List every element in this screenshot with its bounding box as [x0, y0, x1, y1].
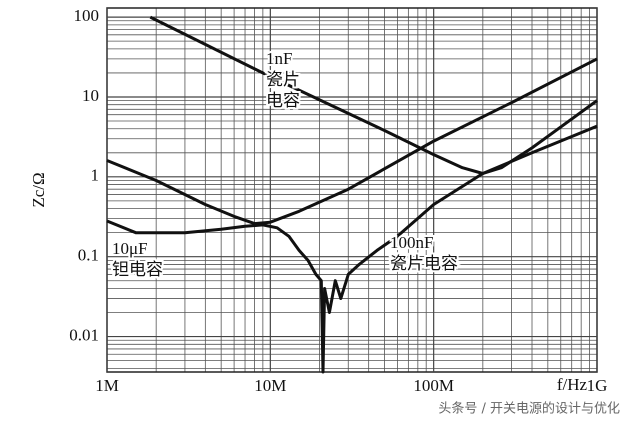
x-tick-label: 10M — [254, 376, 286, 395]
annotation: 1nF — [266, 49, 292, 68]
x-tick-label: 1M — [95, 376, 119, 395]
y-tick-label: 0.01 — [69, 325, 99, 344]
x-tick-label: 100M — [413, 376, 454, 395]
annotation: 瓷片电容 — [390, 254, 458, 273]
annotation: 瓷片 — [266, 70, 300, 89]
x-axis-label: f/Hz — [557, 375, 588, 394]
y-axis-label: Zc/Ω — [29, 172, 48, 207]
data-line — [106, 124, 598, 374]
watermark: 头条号 / 开关电源的设计与优化 — [438, 401, 620, 417]
annotation: 电容 — [266, 91, 300, 110]
y-tick-label: 100 — [74, 6, 100, 25]
plot-frame — [106, 7, 598, 373]
annotation: 100nF — [390, 233, 433, 252]
data-line — [149, 15, 598, 175]
annotation: 钽电容 — [112, 260, 163, 279]
y-tick-label: 10 — [82, 86, 99, 105]
x-tick-label: 1G — [587, 376, 608, 395]
y-tick-label: 1 — [91, 166, 100, 185]
data-line — [106, 57, 598, 226]
y-tick-label: 0.1 — [78, 246, 99, 265]
annotation: 10μF — [112, 239, 148, 258]
